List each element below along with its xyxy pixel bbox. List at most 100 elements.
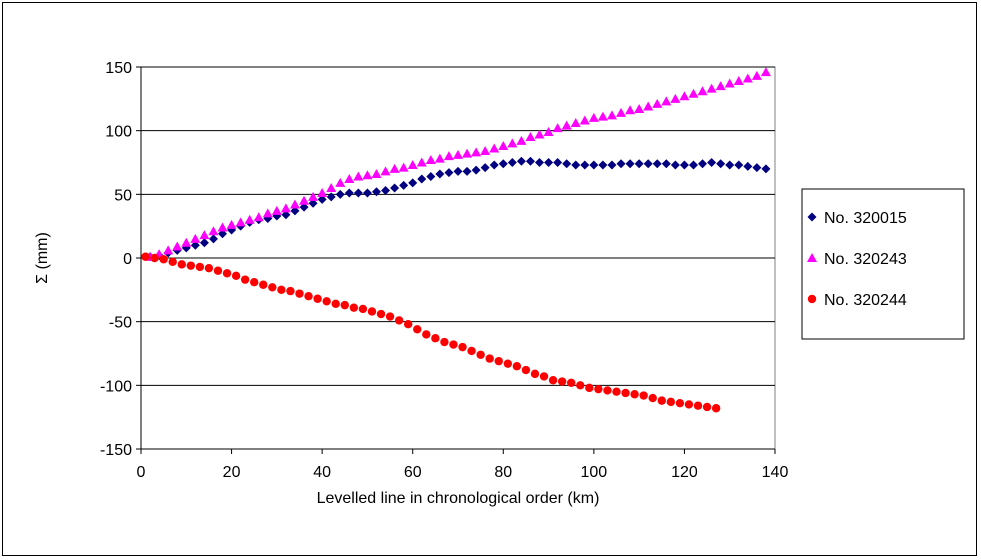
data-point (594, 384, 603, 394)
data-point (697, 86, 708, 96)
data-point (548, 376, 558, 385)
x-tick-label: 140 (762, 464, 789, 481)
data-point (371, 168, 382, 178)
data-point (250, 277, 259, 287)
data-point (453, 166, 463, 176)
data-point (553, 158, 563, 167)
data-point (521, 365, 531, 375)
x-tick-label: 100 (581, 464, 608, 481)
data-point (413, 325, 422, 334)
data-point (567, 378, 576, 387)
x-tick-label: 60 (404, 464, 422, 481)
data-point (407, 160, 418, 170)
data-point (512, 362, 522, 371)
data-point (304, 292, 313, 301)
data-point (675, 398, 685, 408)
data-point (353, 171, 364, 181)
data-point (204, 263, 214, 273)
data-point (498, 140, 509, 150)
data-point (462, 148, 473, 158)
data-point (480, 163, 490, 173)
y-tick-label: 150 (105, 60, 132, 77)
data-point (290, 206, 300, 216)
x-tick-label: 0 (137, 464, 146, 481)
data-point (589, 160, 599, 170)
data-point (299, 202, 309, 212)
data-point (530, 369, 540, 379)
data-point (295, 289, 304, 298)
y-tick-label: -100 (100, 378, 132, 395)
data-point (268, 283, 277, 292)
y-tick-label: 0 (123, 251, 132, 268)
data-point (552, 123, 563, 133)
data-point (208, 234, 218, 244)
data-point (634, 104, 645, 114)
x-tick-labels: 0 20 40 60 80 100 120 140 (137, 464, 789, 481)
data-point (186, 261, 196, 270)
data-point (163, 245, 174, 255)
data-point (711, 404, 721, 413)
data-point (525, 156, 535, 166)
data-point (670, 93, 681, 103)
data-point (240, 275, 250, 284)
data-point (534, 129, 545, 139)
y-axis-label: Σ (mm) (34, 232, 51, 284)
data-point (226, 219, 237, 229)
series-3 (141, 252, 721, 413)
series-1 (145, 156, 771, 262)
data-point (385, 312, 395, 321)
data-point (426, 172, 436, 182)
data-point (525, 132, 536, 142)
data-point (724, 78, 735, 88)
data-point (471, 147, 482, 157)
y-tick-label: 50 (114, 187, 132, 204)
data-point (706, 83, 717, 93)
data-point (743, 161, 753, 171)
legend-label-3: No. 320244 (824, 292, 907, 309)
data-point (168, 257, 177, 267)
data-point (607, 160, 617, 170)
data-point (688, 160, 698, 170)
data-point (639, 391, 648, 400)
data-point (181, 237, 192, 247)
data-point (698, 159, 708, 169)
data-point (262, 208, 273, 218)
legend-label-2: No. 320243 (824, 251, 907, 268)
data-point (679, 160, 689, 170)
data-point (616, 159, 626, 169)
data-point (435, 169, 445, 179)
data-point (317, 194, 327, 204)
data-point (326, 182, 337, 192)
data-point (761, 164, 771, 174)
data-point (358, 304, 368, 314)
data-point (507, 138, 518, 148)
data-point (340, 300, 349, 310)
data-point (498, 159, 508, 169)
data-point (371, 187, 381, 197)
data-point (476, 350, 485, 359)
data-point (598, 160, 608, 170)
data-point (516, 135, 527, 145)
data-point (381, 186, 391, 196)
data-point (535, 158, 545, 167)
data-point (616, 107, 627, 117)
data-point (606, 110, 617, 120)
data-point (702, 402, 712, 412)
data-point (661, 159, 671, 169)
data-point (657, 396, 666, 405)
data-point (344, 174, 355, 184)
data-point (562, 159, 572, 169)
data-point (489, 143, 500, 153)
data-point (177, 260, 186, 269)
data-point (362, 170, 373, 180)
data-point (159, 255, 168, 264)
data-point (308, 191, 319, 201)
x-tick-label: 20 (223, 464, 241, 481)
data-point (715, 81, 726, 91)
data-point (684, 400, 694, 409)
data-point (399, 180, 409, 190)
data-point (289, 199, 300, 209)
data-series (141, 67, 771, 413)
data-point (670, 160, 680, 170)
data-point (693, 401, 703, 410)
